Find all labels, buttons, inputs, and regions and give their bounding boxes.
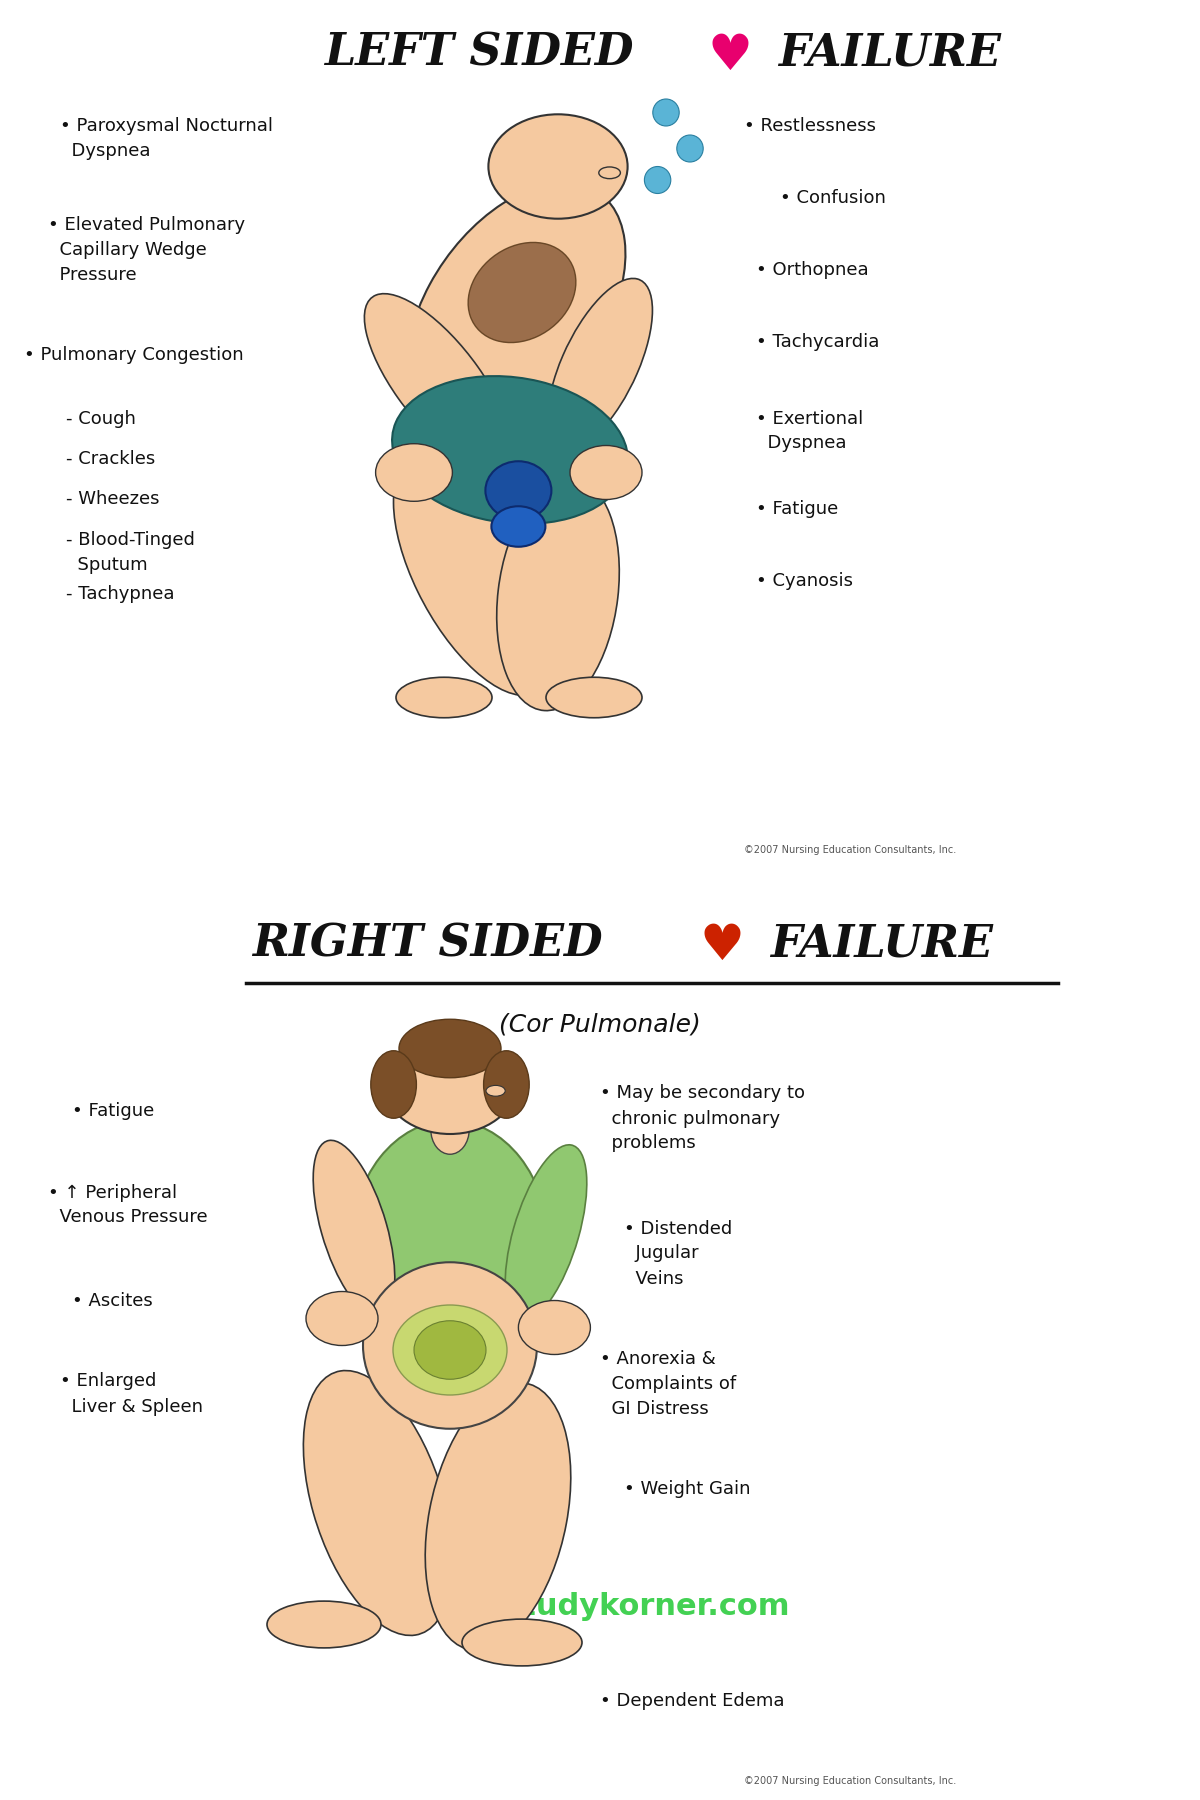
Text: • Anorexia &
  Complaints of
  GI Distress: • Anorexia & Complaints of GI Distress bbox=[600, 1350, 736, 1418]
Text: • Restlessness: • Restlessness bbox=[744, 117, 876, 135]
Circle shape bbox=[518, 1300, 590, 1354]
Ellipse shape bbox=[394, 1305, 508, 1395]
Text: - Tachypnea: - Tachypnea bbox=[66, 585, 174, 603]
Ellipse shape bbox=[431, 1105, 469, 1154]
Text: • Pulmonary Congestion: • Pulmonary Congestion bbox=[24, 346, 244, 364]
Text: ©2007 Nursing Education Consultants, Inc.: ©2007 Nursing Education Consultants, Inc… bbox=[744, 844, 956, 855]
Ellipse shape bbox=[392, 376, 628, 524]
Circle shape bbox=[376, 445, 452, 500]
Text: ♥: ♥ bbox=[707, 31, 752, 79]
Text: RIGHT SIDED: RIGHT SIDED bbox=[252, 922, 618, 965]
Text: • May be secondary to
  chronic pulmonary
  problems: • May be secondary to chronic pulmonary … bbox=[600, 1084, 805, 1152]
Ellipse shape bbox=[304, 1370, 452, 1636]
Circle shape bbox=[306, 1292, 378, 1346]
Text: www.studykorner.com: www.studykorner.com bbox=[409, 1591, 791, 1622]
Ellipse shape bbox=[365, 293, 511, 472]
Ellipse shape bbox=[492, 506, 545, 547]
Ellipse shape bbox=[266, 1602, 382, 1649]
Ellipse shape bbox=[371, 1051, 416, 1118]
Text: • Paroxysmal Nocturnal
  Dyspnea: • Paroxysmal Nocturnal Dyspnea bbox=[60, 117, 274, 160]
Text: • Confusion: • Confusion bbox=[780, 189, 886, 207]
Circle shape bbox=[488, 115, 628, 220]
Text: • Tachycardia: • Tachycardia bbox=[756, 333, 880, 351]
Ellipse shape bbox=[485, 461, 552, 520]
Ellipse shape bbox=[394, 457, 554, 695]
Ellipse shape bbox=[484, 1051, 529, 1118]
Ellipse shape bbox=[398, 1019, 502, 1078]
Ellipse shape bbox=[364, 1262, 538, 1429]
Text: • Cyanosis: • Cyanosis bbox=[756, 572, 853, 590]
Ellipse shape bbox=[546, 677, 642, 718]
Text: - Blood-Tinged
  Sputum: - Blood-Tinged Sputum bbox=[66, 531, 194, 574]
Text: - Cough: - Cough bbox=[66, 410, 136, 428]
Text: • ↑ Peripheral
  Venous Pressure: • ↑ Peripheral Venous Pressure bbox=[48, 1184, 208, 1226]
Ellipse shape bbox=[505, 1145, 587, 1321]
Ellipse shape bbox=[486, 1085, 505, 1096]
Text: • Ascites: • Ascites bbox=[72, 1292, 152, 1310]
Text: • Weight Gain: • Weight Gain bbox=[624, 1480, 750, 1498]
Text: - Wheezes: - Wheezes bbox=[66, 490, 160, 508]
Ellipse shape bbox=[677, 135, 703, 162]
Text: ♥: ♥ bbox=[700, 922, 745, 970]
Text: • Dependent Edema: • Dependent Edema bbox=[600, 1692, 785, 1710]
Ellipse shape bbox=[653, 99, 679, 126]
Ellipse shape bbox=[497, 477, 619, 711]
Text: LEFT SIDED: LEFT SIDED bbox=[324, 31, 649, 74]
Ellipse shape bbox=[396, 677, 492, 718]
Text: FAILURE: FAILURE bbox=[778, 31, 1001, 74]
Ellipse shape bbox=[425, 1382, 571, 1651]
Text: (Cor Pulmonale): (Cor Pulmonale) bbox=[499, 1012, 701, 1037]
Ellipse shape bbox=[414, 1321, 486, 1379]
Circle shape bbox=[570, 446, 642, 499]
Ellipse shape bbox=[468, 243, 576, 342]
Text: • Fatigue: • Fatigue bbox=[756, 499, 839, 518]
Ellipse shape bbox=[313, 1141, 395, 1316]
Text: FAILURE: FAILURE bbox=[770, 922, 994, 965]
Text: • Exertional
  Dyspnea: • Exertional Dyspnea bbox=[756, 410, 863, 452]
Ellipse shape bbox=[462, 1620, 582, 1667]
Text: • Fatigue: • Fatigue bbox=[72, 1102, 155, 1120]
Text: • Distended
  Jugular
  Veins: • Distended Jugular Veins bbox=[624, 1220, 732, 1287]
Text: • Elevated Pulmonary
  Capillary Wedge
  Pressure: • Elevated Pulmonary Capillary Wedge Pre… bbox=[48, 216, 245, 284]
Ellipse shape bbox=[599, 167, 620, 178]
Ellipse shape bbox=[644, 167, 671, 194]
Text: • Orthopnea: • Orthopnea bbox=[756, 261, 869, 279]
Ellipse shape bbox=[352, 1120, 550, 1372]
Text: - Crackles: - Crackles bbox=[66, 450, 155, 468]
Circle shape bbox=[384, 1035, 516, 1134]
Text: ©2007 Nursing Education Consultants, Inc.: ©2007 Nursing Education Consultants, Inc… bbox=[744, 1777, 956, 1786]
Text: • Enlarged
  Liver & Spleen: • Enlarged Liver & Spleen bbox=[60, 1372, 203, 1415]
Ellipse shape bbox=[547, 279, 653, 450]
Ellipse shape bbox=[407, 182, 625, 439]
